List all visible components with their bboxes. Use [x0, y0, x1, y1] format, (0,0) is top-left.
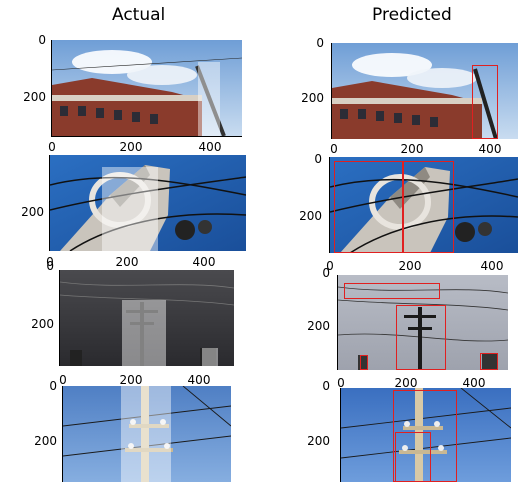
row3-predicted-ytick: 0 [322, 266, 330, 280]
row2-actual-ground-truth-region [102, 167, 158, 251]
row4-actual-y-axis [62, 386, 63, 482]
row1-predicted-ytick: 200 [301, 91, 324, 105]
row4-predicted-bounding-box [395, 432, 431, 482]
row3-predicted-y-axis [337, 275, 338, 370]
row2-actual-xtick: 400 [192, 255, 216, 269]
row2-actual-ytick: 200 [21, 205, 44, 219]
row3-actual-ground-truth-region [122, 300, 166, 366]
row4-predicted-ytick: 0 [322, 379, 330, 393]
row4-actual-ytick: 200 [34, 434, 57, 448]
row4-actual-ground-truth-region [121, 386, 171, 482]
row1-actual-ytick: 200 [23, 90, 46, 104]
row3-predicted-image [338, 275, 508, 370]
row1-actual-image [52, 40, 242, 136]
row1-predicted-ytick: 0 [316, 36, 324, 50]
row3-actual-y-axis [59, 270, 60, 366]
row2-predicted-ytick: 200 [299, 209, 322, 223]
row4-actual-ytick: 0 [49, 379, 57, 393]
row2-predicted-xtick: 0 [326, 259, 334, 273]
row3-predicted-bounding-box [360, 355, 368, 370]
row3-actual-image [60, 270, 234, 366]
row3-actual-ground-truth-region [202, 348, 218, 366]
row3-predicted-bounding-box [344, 283, 440, 299]
row1-predicted-y-axis [331, 43, 332, 139]
row2-predicted-image [330, 157, 518, 253]
row2-predicted-xtick: 200 [398, 259, 422, 273]
row2-predicted-y-axis [329, 157, 330, 253]
row2-predicted-ytick: 0 [314, 152, 322, 166]
predicted-column-title: Predicted [372, 5, 452, 25]
row4-predicted-y-axis [340, 388, 341, 482]
row2-actual-y-axis [49, 155, 50, 251]
row3-predicted-bounding-box [396, 305, 446, 370]
row1-predicted-xtick: 0 [330, 142, 338, 156]
row1-actual-ytick: 0 [38, 33, 46, 47]
row1-actual-ground-truth-region [198, 62, 220, 136]
row3-actual-xtick: 0 [59, 373, 67, 387]
row1-actual-xtick: 200 [119, 140, 143, 154]
row3-predicted-ytick: 200 [307, 319, 330, 333]
row1-actual-y-axis [51, 40, 52, 136]
row1-actual-x-axis [51, 136, 242, 137]
row4-predicted-image [341, 388, 511, 482]
row1-actual-xtick: 400 [198, 140, 222, 154]
row2-predicted-bounding-box [402, 161, 454, 253]
row2-actual-image [50, 155, 246, 251]
row3-predicted-bounding-box [480, 353, 498, 370]
row1-predicted-bounding-box [472, 65, 498, 139]
row2-actual-xtick: 0 [46, 255, 54, 269]
row3-actual-ytick: 0 [46, 259, 54, 273]
actual-column-title: Actual [112, 5, 166, 25]
row2-predicted-xtick: 400 [480, 259, 504, 273]
row3-predicted-xtick: 0 [337, 376, 345, 390]
row2-actual-xtick: 200 [115, 255, 139, 269]
row3-predicted-xtick: 400 [462, 376, 486, 390]
row4-predicted-ytick: 200 [307, 434, 330, 448]
row3-predicted-xtick: 200 [394, 376, 418, 390]
row4-actual-image [63, 386, 231, 482]
row1-predicted-xtick: 200 [400, 142, 424, 156]
row1-actual-xtick: 0 [48, 140, 56, 154]
row2-predicted-bounding-box [334, 161, 404, 253]
row1-predicted-image [332, 43, 518, 139]
row3-actual-xtick: 400 [187, 373, 211, 387]
row1-predicted-xtick: 400 [478, 142, 502, 156]
row3-actual-xtick: 200 [119, 373, 143, 387]
row3-actual-ytick: 200 [31, 317, 54, 331]
